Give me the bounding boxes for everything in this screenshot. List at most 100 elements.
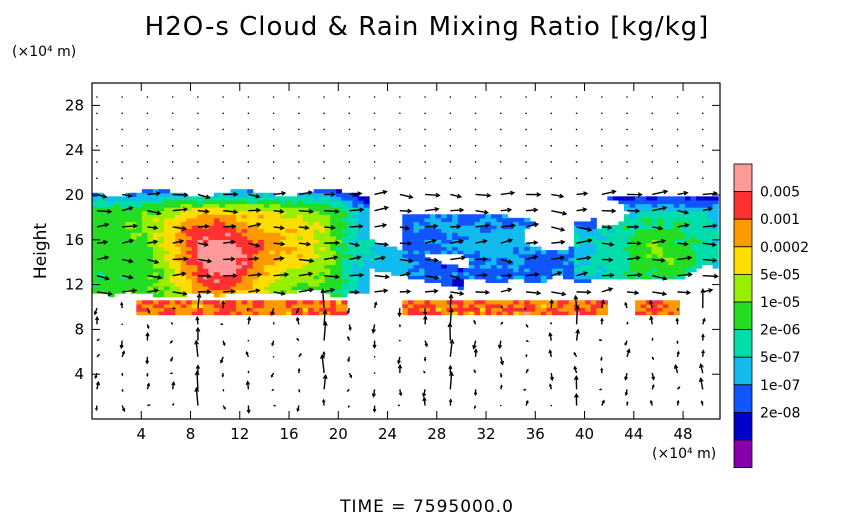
wind-arrowhead <box>246 409 251 414</box>
field-cell <box>180 210 187 215</box>
wind-arrowhead <box>434 206 440 212</box>
field-cell <box>352 253 359 258</box>
field-cell <box>141 199 149 205</box>
field-cell <box>651 264 658 269</box>
field-cell <box>546 253 553 258</box>
field-cell <box>623 250 631 255</box>
field-cell <box>302 268 309 273</box>
wind-arrow <box>273 192 286 196</box>
field-cell <box>274 303 281 309</box>
field-cell <box>535 253 542 258</box>
field-cell <box>202 285 209 291</box>
field-cell <box>236 282 243 287</box>
field-cell <box>590 264 597 269</box>
field-cell <box>662 199 669 205</box>
wind-dot <box>550 112 553 115</box>
field-cell <box>673 221 680 226</box>
field-cell <box>568 253 575 258</box>
field-cell <box>236 214 243 219</box>
field-cell <box>169 242 176 248</box>
field-cell <box>452 217 459 223</box>
field-cell <box>308 239 315 244</box>
field-cell <box>169 199 176 205</box>
field-cell <box>596 307 603 312</box>
field-cell <box>269 207 276 212</box>
field-cell <box>152 207 160 212</box>
wind-arrowhead <box>245 380 251 386</box>
wind-dot <box>651 128 654 131</box>
field-cell <box>241 228 248 233</box>
field-cell <box>236 253 243 258</box>
field-cell <box>568 271 575 276</box>
field-cell <box>152 192 160 197</box>
field-cell <box>684 260 692 266</box>
wind-arrow <box>677 224 689 228</box>
field-cell <box>346 282 354 287</box>
wind-arrowhead <box>609 272 615 278</box>
field-cell <box>369 242 376 248</box>
field-cell <box>213 214 221 219</box>
colorbar-label: 2e-06 <box>760 323 800 339</box>
wind-arrow <box>147 209 161 215</box>
wind-arrowhead <box>181 226 188 231</box>
field-cell <box>125 192 132 197</box>
field-cell <box>319 246 326 251</box>
field-cell <box>668 311 675 316</box>
field-cell <box>213 289 221 294</box>
field-cell <box>352 278 359 283</box>
field-cell <box>418 217 426 223</box>
field-cell <box>601 264 608 269</box>
field-cell <box>662 242 669 248</box>
wind-arrowhead <box>279 225 285 231</box>
field-cell <box>280 289 287 294</box>
field-cell <box>518 217 525 223</box>
field-cell <box>252 260 259 266</box>
field-cell <box>258 275 265 280</box>
field-cell <box>374 250 381 255</box>
wind-arrowhead <box>204 224 210 229</box>
field-cell <box>640 199 647 205</box>
field-cell <box>684 228 692 233</box>
field-cell <box>441 225 448 230</box>
field-cell <box>629 207 636 212</box>
field-cell <box>152 235 160 240</box>
wind-arrowhead <box>549 376 554 382</box>
field-cell <box>285 199 293 205</box>
field-cell <box>313 203 320 208</box>
field-cell <box>169 268 176 273</box>
field-cell <box>662 264 669 269</box>
field-cell <box>507 300 514 305</box>
field-cell <box>213 260 221 266</box>
wind-arrow <box>424 274 439 279</box>
field-cell <box>313 225 320 230</box>
field-cell <box>335 242 342 248</box>
field-cell <box>468 311 475 316</box>
field-cell <box>662 239 669 244</box>
field-cell <box>346 210 354 215</box>
field-cell <box>169 257 176 262</box>
field-cell <box>607 196 614 201</box>
y-tick-label: 8 <box>74 320 84 338</box>
field-cell <box>114 221 121 226</box>
field-cell <box>230 260 237 266</box>
wind-dot <box>96 112 98 115</box>
field-cell <box>147 311 154 316</box>
field-cell <box>297 210 304 215</box>
wind-arrowhead <box>284 272 290 278</box>
field-cell <box>92 239 99 244</box>
field-cell <box>690 196 697 201</box>
field-cell <box>330 285 337 291</box>
field-cell <box>180 232 187 237</box>
field-cell <box>335 271 342 276</box>
wind-arrowhead <box>107 291 113 297</box>
wind-arrowhead <box>673 364 679 369</box>
wind-arrowhead <box>334 208 340 214</box>
field-cell <box>701 239 708 244</box>
field-cell <box>352 250 359 255</box>
field-cell <box>258 285 265 291</box>
field-cell <box>585 253 592 258</box>
wind-arrowhead <box>296 408 300 413</box>
wind-arrow <box>273 242 285 245</box>
field-cell <box>313 278 320 283</box>
field-cell <box>346 264 354 269</box>
